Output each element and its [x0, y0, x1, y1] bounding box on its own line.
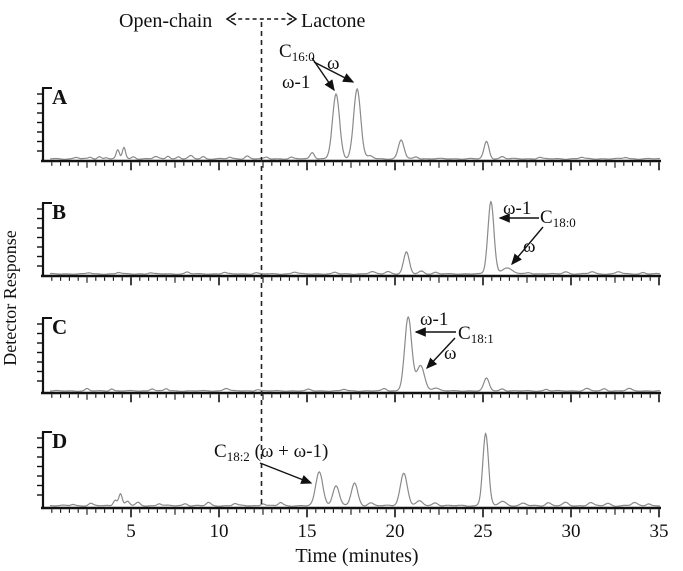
- trace-A: [50, 88, 660, 160]
- annotation-text: ω-1: [503, 198, 531, 219]
- annotations-A: C16:0 ω ω-1: [279, 41, 355, 93]
- panel-label-C: C: [52, 315, 67, 339]
- trace-C: [50, 316, 660, 392]
- peak-arrow: [313, 61, 355, 83]
- annotation-text: ω: [523, 236, 536, 257]
- annotation-text: ω: [444, 343, 457, 364]
- x-axis-labels: 5 10 15 20 25 30 35 Time (minutes): [126, 521, 668, 567]
- y-axis-title: Detector Response: [0, 230, 20, 365]
- x-tick-label-10: 10: [210, 521, 229, 542]
- x-tick-label-30: 30: [562, 521, 581, 542]
- open-chain-label: Open-chain: [119, 10, 212, 32]
- annotation-text: ω-1: [420, 309, 448, 330]
- annotation-text: ω-1: [282, 72, 310, 93]
- panel-label-D: D: [52, 429, 67, 453]
- x-tick-label-15: 15: [298, 521, 317, 542]
- peak-arrow: [426, 337, 456, 370]
- x-tick-label-5: 5: [126, 521, 136, 542]
- annotation-text: C18:1: [458, 323, 494, 346]
- annotations-B: ω-1 C18:0ω: [498, 198, 576, 266]
- annotation-text: C16:0: [279, 41, 315, 64]
- region-annotation: Open-chain Lactone: [119, 10, 366, 507]
- panel-D: D C18:2 (ω + ω-1): [37, 429, 661, 518]
- panel-A: A C16:0 ω ω-1: [37, 41, 661, 171]
- trace-B: [49, 200, 660, 275]
- peak-arrow: [259, 462, 313, 484]
- trace-D: [50, 432, 660, 507]
- annotation-text: ω: [327, 53, 340, 74]
- panel-label-B: B: [52, 200, 66, 224]
- right-arrowhead-icon: [286, 12, 298, 26]
- lactone-label: Lactone: [301, 10, 366, 32]
- x-tick-label-25: 25: [474, 521, 493, 542]
- x-tick-label-35: 35: [650, 521, 669, 542]
- annotations-D: C18:2 (ω + ω-1): [214, 441, 328, 484]
- left-arrowhead-icon: [225, 12, 237, 26]
- x-axis-title: Time (minutes): [295, 545, 418, 567]
- x-tick-label-20: 20: [386, 521, 405, 542]
- annotation-text: C18:2 (ω + ω-1): [214, 441, 328, 464]
- annotations-C: ω-1 C18:1ω: [414, 309, 494, 370]
- peak-arrow: [511, 226, 544, 266]
- panel-label-A: A: [52, 85, 68, 109]
- annotation-text: C18:0: [540, 207, 576, 230]
